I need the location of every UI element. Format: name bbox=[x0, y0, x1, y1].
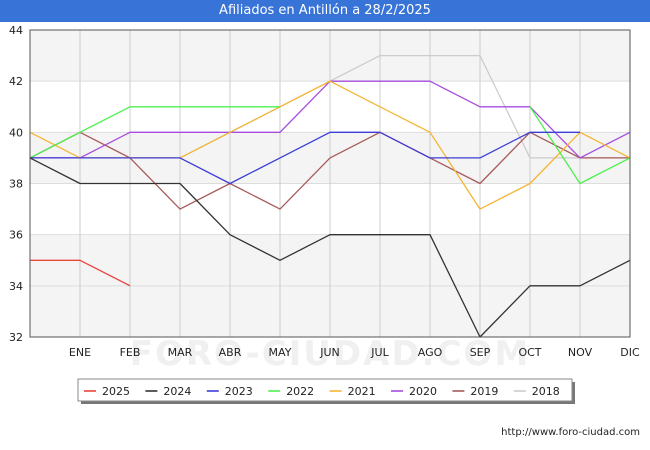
x-tick-label: JUL bbox=[370, 346, 389, 359]
y-tick-label: 40 bbox=[9, 126, 23, 139]
x-tick-label: NOV bbox=[568, 346, 593, 359]
y-axis: 32 34 36 38 40 42 44 bbox=[9, 24, 23, 344]
legend-label-2020: 2020 bbox=[409, 385, 437, 398]
y-tick-label: 32 bbox=[9, 331, 23, 344]
x-tick-label: MAY bbox=[269, 346, 292, 359]
x-tick-label: JUN bbox=[319, 346, 340, 359]
series-line-2024 bbox=[29, 157, 631, 338]
x-tick-label: MAR bbox=[168, 346, 193, 359]
legend-label-2023: 2023 bbox=[225, 385, 253, 398]
plot-frame bbox=[29, 29, 631, 338]
x-tick-label: OCT bbox=[518, 346, 541, 359]
source-url[interactable]: http://www.foro-ciudad.com bbox=[501, 427, 640, 438]
x-tick-label: AGO bbox=[418, 346, 443, 359]
legend-label-2018: 2018 bbox=[532, 385, 560, 398]
legend-label-2024: 2024 bbox=[163, 385, 191, 398]
y-tick-label: 42 bbox=[9, 75, 23, 88]
x-tick-label: ABR bbox=[219, 346, 242, 359]
watermark-text: FORO-CIUDAD.COM bbox=[130, 334, 531, 374]
y-tick-label: 38 bbox=[9, 178, 23, 191]
legend-box bbox=[77, 378, 573, 402]
series-lines bbox=[29, 54, 631, 338]
x-tick-label: DIC bbox=[620, 346, 640, 359]
legend-label-2022: 2022 bbox=[286, 385, 314, 398]
series-line-2025 bbox=[30, 259, 131, 287]
y-tick-label: 34 bbox=[9, 280, 23, 293]
y-tick-label: 36 bbox=[9, 229, 23, 242]
watermark: FORO-CIUDAD.COM bbox=[130, 334, 531, 374]
series-line-2023 bbox=[30, 131, 580, 185]
x-tick-label: ENE bbox=[69, 346, 91, 359]
y-tick-label: 44 bbox=[9, 24, 23, 37]
x-axis: ENE FEB MAR ABR MAY JUN JUL AGO SEP OCT NOV DIC bbox=[69, 346, 640, 359]
legend-label-2021: 2021 bbox=[348, 385, 376, 398]
legend-label-2025: 2025 bbox=[102, 385, 130, 398]
x-tick-label: FEB bbox=[120, 346, 141, 359]
x-tick-label: SEP bbox=[470, 346, 491, 359]
chart-title: Afiliados en Antillón a 28/2/2025 bbox=[0, 0, 650, 22]
legend: 2025 2024 2023 2022 2021 2020 2019 2018 bbox=[77, 378, 575, 404]
legend-label-2019: 2019 bbox=[470, 385, 498, 398]
